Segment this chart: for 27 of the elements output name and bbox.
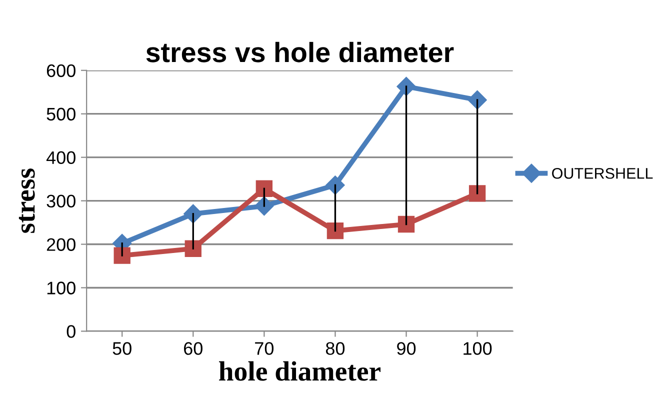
x-tick-label: 70 — [255, 342, 274, 355]
point — [114, 247, 130, 264]
y-tick-label: 600 — [46, 64, 76, 78]
y-tick-label: 200 — [46, 238, 76, 251]
point — [326, 222, 344, 240]
y-tick-label: 100 — [47, 282, 76, 294]
y-tick-label: 400 — [46, 151, 76, 164]
chart-title: stress vs hole diameter — [146, 42, 454, 62]
point — [184, 204, 203, 224]
y-axis-title: stress — [18, 168, 35, 233]
x-tick-label: 60 — [184, 342, 202, 355]
point — [468, 185, 486, 202]
point — [256, 180, 273, 197]
x-axis-title: hole diameter — [219, 361, 380, 381]
y-tick-label: 500 — [46, 108, 76, 121]
x-tick-label: 100 — [464, 342, 492, 355]
point — [468, 90, 487, 110]
x-tick-label: 90 — [397, 342, 416, 355]
y-tick-label: 0 — [66, 325, 76, 338]
point — [184, 240, 202, 257]
point — [398, 216, 415, 233]
x-tick-label: 80 — [326, 342, 345, 355]
legend-label: OUTERSHELL — [552, 168, 653, 179]
point — [326, 176, 345, 195]
x-tick-label: 50 — [112, 342, 132, 355]
y-tick-label: 300 — [46, 194, 76, 208]
point — [254, 196, 274, 216]
